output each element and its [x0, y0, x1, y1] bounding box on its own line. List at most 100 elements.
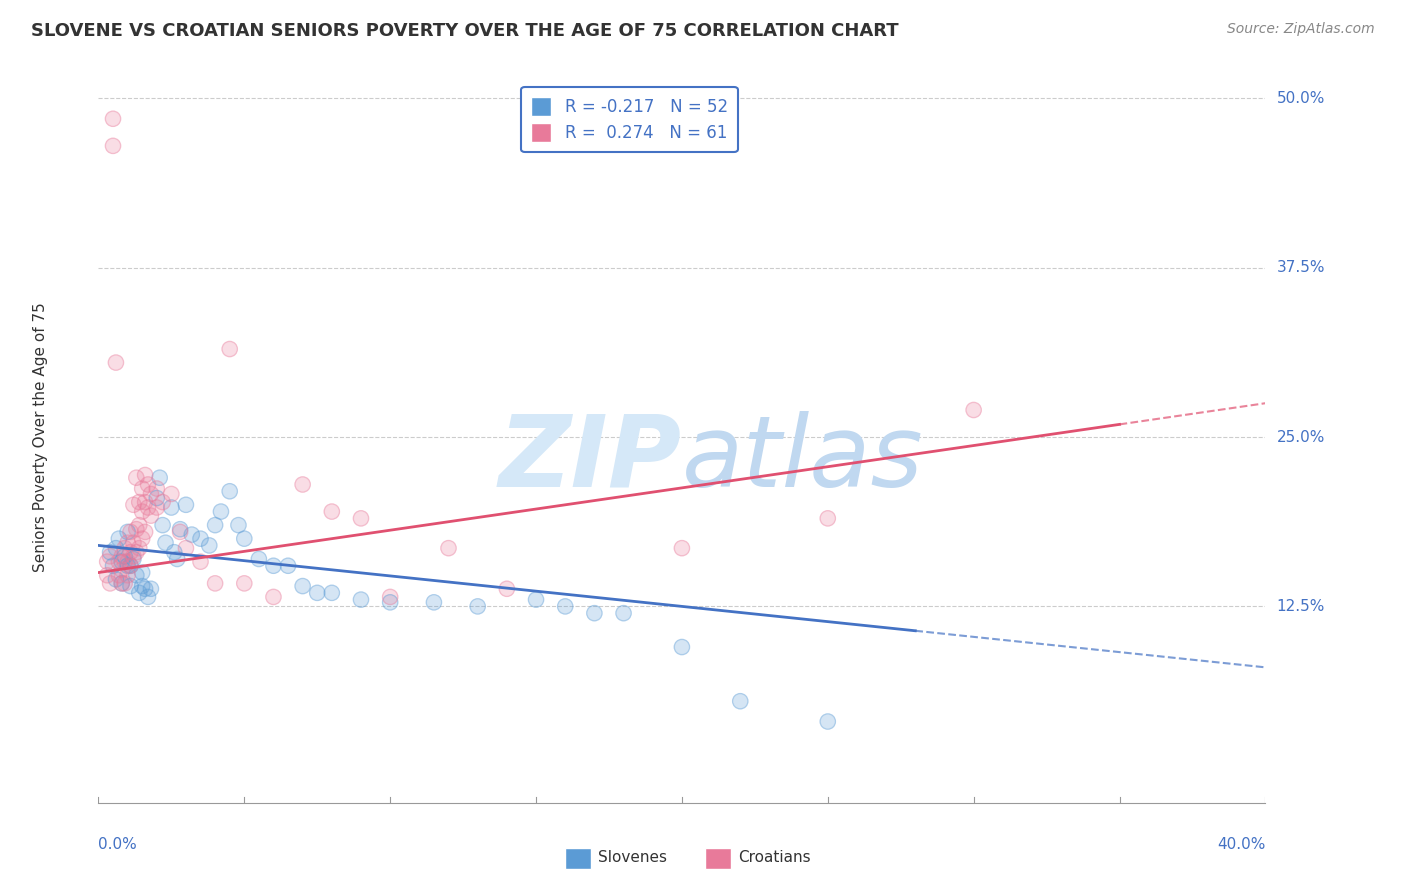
Point — [247, 552, 270, 566]
Point — [96, 568, 118, 582]
Point — [139, 508, 162, 523]
Point — [134, 582, 156, 596]
Point — [120, 524, 142, 539]
Point — [131, 532, 153, 546]
Point — [233, 532, 256, 546]
Point — [524, 592, 547, 607]
Point — [114, 576, 136, 591]
Point — [104, 355, 127, 369]
Point — [524, 592, 547, 607]
Point — [291, 579, 314, 593]
Point — [263, 590, 285, 604]
Point — [114, 555, 136, 569]
Point — [228, 518, 250, 533]
Point — [139, 582, 162, 596]
Point — [98, 549, 121, 564]
Point — [152, 518, 174, 533]
Point — [108, 568, 131, 582]
Point — [233, 576, 256, 591]
Point — [139, 487, 162, 501]
Point — [180, 527, 202, 541]
Point — [117, 535, 139, 549]
Point — [218, 342, 240, 356]
Point — [190, 532, 212, 546]
Point — [101, 112, 124, 126]
Point — [117, 558, 139, 573]
Point — [209, 505, 232, 519]
Point — [174, 498, 197, 512]
Point — [437, 541, 460, 556]
Point — [228, 518, 250, 533]
Point — [730, 694, 752, 708]
Point — [114, 541, 136, 556]
Point — [152, 495, 174, 509]
Point — [152, 495, 174, 509]
Point — [122, 498, 145, 512]
Point — [190, 555, 212, 569]
Point — [114, 576, 136, 591]
Point — [122, 552, 145, 566]
Point — [120, 524, 142, 539]
Point — [128, 518, 150, 533]
Point — [263, 590, 285, 604]
Point — [139, 508, 162, 523]
Point — [111, 555, 134, 569]
Point — [174, 498, 197, 512]
Point — [671, 541, 693, 556]
Point — [120, 558, 142, 573]
Point — [108, 532, 131, 546]
Point — [125, 568, 148, 582]
Point — [139, 487, 162, 501]
Point — [125, 522, 148, 536]
Point — [111, 555, 134, 569]
Point — [117, 524, 139, 539]
Text: Seniors Poverty Over the Age of 75: Seniors Poverty Over the Age of 75 — [32, 302, 48, 572]
Point — [111, 576, 134, 591]
Point — [131, 505, 153, 519]
Text: ZIP: ZIP — [499, 410, 682, 508]
Point — [277, 558, 299, 573]
Point — [125, 471, 148, 485]
Point — [128, 518, 150, 533]
Text: Source: ZipAtlas.com: Source: ZipAtlas.com — [1227, 22, 1375, 37]
Point — [131, 532, 153, 546]
Point — [120, 558, 142, 573]
Point — [111, 576, 134, 591]
Point — [423, 595, 446, 609]
Point — [307, 586, 329, 600]
Point — [169, 522, 191, 536]
Point — [204, 576, 226, 591]
Point — [496, 582, 519, 596]
Point — [125, 545, 148, 559]
FancyBboxPatch shape — [706, 848, 731, 869]
Point — [134, 582, 156, 596]
Point — [146, 482, 169, 496]
Point — [131, 566, 153, 580]
Point — [98, 549, 121, 564]
Point — [120, 545, 142, 559]
Text: 25.0%: 25.0% — [1277, 430, 1324, 444]
Point — [98, 545, 121, 559]
Point — [117, 558, 139, 573]
Text: 40.0%: 40.0% — [1218, 837, 1265, 852]
Point — [166, 552, 188, 566]
Point — [128, 586, 150, 600]
Point — [554, 599, 576, 614]
Point — [613, 606, 636, 620]
Point — [111, 549, 134, 564]
Point — [125, 471, 148, 485]
Point — [380, 590, 402, 604]
Text: Slovenes: Slovenes — [598, 850, 666, 865]
Point — [128, 586, 150, 600]
Point — [350, 511, 373, 525]
Point — [218, 342, 240, 356]
Point — [204, 576, 226, 591]
Point — [136, 590, 159, 604]
Point — [233, 532, 256, 546]
Point — [613, 606, 636, 620]
Point — [122, 535, 145, 549]
Point — [136, 590, 159, 604]
Point — [104, 572, 127, 586]
Point — [554, 599, 576, 614]
Point — [120, 558, 142, 573]
